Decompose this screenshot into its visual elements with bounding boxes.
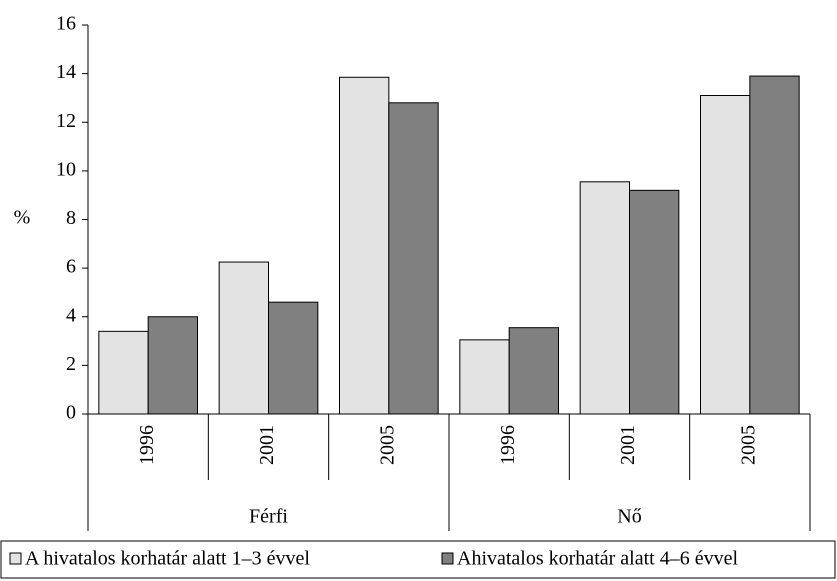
x-tick-label: 2001	[256, 425, 278, 465]
legend-label: A hivatalos korhatár alatt 1–3 évvel	[25, 548, 310, 570]
bar	[388, 102, 439, 415]
legend-box	[0, 540, 836, 579]
y-tick-label: 2	[66, 353, 76, 375]
y-tick-label: 12	[56, 110, 76, 132]
bar	[218, 261, 269, 415]
bar	[268, 301, 319, 415]
y-tick-label: 4	[66, 304, 76, 326]
x-tick-label: 2005	[737, 425, 759, 465]
x-tick-label: 1996	[136, 425, 158, 465]
y-tick-label: 0	[66, 402, 76, 424]
y-tick-label: 10	[56, 158, 76, 180]
x-tick-label: 2005	[376, 425, 398, 465]
y-tick-label: 16	[56, 13, 76, 35]
legend-swatch	[441, 552, 454, 565]
group-label: Nő	[617, 506, 641, 528]
bar	[459, 339, 510, 415]
legend-label: Ahivatalos korhatár alatt 4–6 évvel	[457, 548, 738, 570]
y-tick-label: 6	[66, 256, 76, 278]
bar	[338, 76, 390, 415]
y-tick-label: 8	[66, 207, 76, 229]
bar	[98, 330, 149, 415]
bar	[508, 327, 560, 415]
group-label: Férfi	[249, 506, 288, 528]
bar	[629, 189, 680, 415]
y-axis-label: %	[14, 207, 31, 229]
bar	[699, 95, 751, 415]
x-tick-label: 2001	[617, 425, 639, 465]
y-tick-label: 14	[56, 61, 76, 83]
bar	[147, 316, 199, 415]
bar	[579, 181, 630, 415]
x-tick-label: 1996	[497, 425, 519, 465]
legend-swatch	[9, 552, 22, 565]
bar	[749, 75, 800, 415]
